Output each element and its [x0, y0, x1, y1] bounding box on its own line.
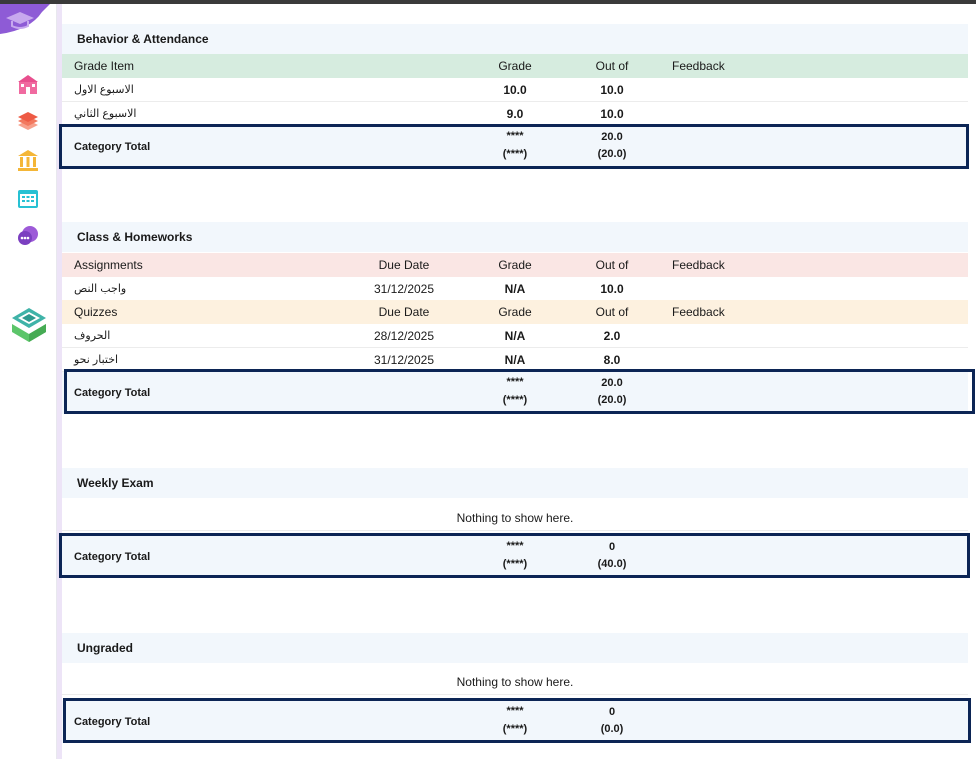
table-row: واجب النص 31/12/2025 N/A 10.0 — [62, 277, 968, 301]
section-title-weekly-exam: Weekly Exam — [62, 468, 968, 498]
grade-item-name: اختبار نحو — [74, 354, 119, 366]
grade-item-name: الاسبوع الاول — [74, 84, 134, 96]
column-header-out-of: Out of — [595, 258, 629, 272]
column-header-grade: Grade — [498, 59, 532, 73]
grade-value: 9.0 — [506, 107, 524, 121]
chat-icon[interactable] — [16, 224, 40, 248]
total-grade: **** — [506, 540, 524, 552]
category-total-row: Category Total **** (****) 0 (0.0) — [62, 701, 968, 743]
sidebar-divider — [57, 4, 62, 759]
out-of-value: 8.0 — [603, 353, 621, 367]
column-header-grade: Grade — [498, 258, 532, 272]
out-of-value: 10.0 — [600, 282, 624, 296]
grade-value: N/A — [504, 353, 526, 367]
table-row: الاسبوع الثاني 9.0 10.0 — [62, 102, 968, 126]
top-bar — [0, 0, 976, 4]
column-header-feedback: Feedback — [672, 258, 725, 272]
grades-main: Behavior & Attendance Grade Item Grade O… — [59, 4, 975, 759]
grade-value: N/A — [504, 329, 526, 343]
calendar-icon[interactable] — [16, 186, 40, 210]
column-header-due-date: Due Date — [378, 258, 430, 272]
column-header-feedback: Feedback — [672, 305, 725, 319]
category-total-label: Category Total — [74, 387, 151, 399]
column-header-due-date: Due Date — [378, 305, 430, 319]
books-icon[interactable] — [16, 110, 40, 134]
table-row: اختبار نحو 31/12/2025 N/A 8.0 — [62, 348, 968, 372]
grade-value: N/A — [504, 282, 526, 296]
grade-item-name: واجب النص — [74, 283, 127, 295]
total-grade-sub: (****) — [502, 148, 528, 160]
category-total-row: Category Total **** (****) 20.0 (20.0) — [62, 126, 968, 168]
total-grade: **** — [506, 705, 524, 717]
brand-logo-icon[interactable] — [8, 304, 50, 348]
total-out-of: 20.0 — [601, 377, 623, 389]
school-icon[interactable] — [16, 72, 40, 96]
empty-state-message: Nothing to show here. — [62, 669, 968, 695]
total-grade-sub: (****) — [502, 558, 528, 570]
due-date-value: 28/12/2025 — [373, 329, 435, 343]
category-total-row: Category Total **** (****) 20.0 (20.0) — [62, 372, 968, 414]
total-out-of-sub: (40.0) — [597, 558, 627, 570]
app-logo-icon[interactable] — [0, 4, 50, 36]
empty-state-message: Nothing to show here. — [62, 505, 968, 531]
table-header-row: Grade Item Grade Out of Feedback — [62, 54, 968, 78]
category-total-label: Category Total — [74, 716, 151, 728]
total-out-of-sub: (20.0) — [597, 394, 627, 406]
total-out-of-sub: (20.0) — [597, 148, 627, 160]
table-row: الاسبوع الاول 10.0 10.0 — [62, 78, 968, 102]
section-title-ungraded: Ungraded — [62, 633, 968, 663]
total-out-of: 0 — [608, 706, 616, 718]
table-row: الحروف 28/12/2025 N/A 2.0 — [62, 324, 968, 348]
category-total-label: Category Total — [74, 551, 151, 563]
grade-item-name: الاسبوع الثاني — [74, 108, 137, 120]
column-header-item: Grade Item — [74, 59, 135, 73]
institution-icon[interactable] — [16, 148, 40, 172]
due-date-value: 31/12/2025 — [373, 353, 435, 367]
due-date-value: 31/12/2025 — [373, 282, 435, 296]
category-total-label: Category Total — [74, 141, 151, 153]
column-header-quizzes: Quizzes — [74, 305, 118, 319]
total-grade: **** — [506, 130, 524, 142]
category-total-row: Category Total **** (****) 0 (40.0) — [62, 536, 968, 578]
out-of-value: 10.0 — [600, 107, 624, 121]
column-header-out-of: Out of — [595, 59, 629, 73]
column-header-grade: Grade — [498, 305, 532, 319]
out-of-value: 2.0 — [603, 329, 621, 343]
column-header-assignments: Assignments — [74, 258, 143, 272]
section-title-class-homeworks: Class & Homeworks — [62, 222, 968, 252]
column-header-feedback: Feedback — [672, 59, 725, 73]
assignments-header-row: Assignments Due Date Grade Out of Feedba… — [62, 253, 968, 277]
total-out-of-sub: (0.0) — [600, 723, 624, 735]
quizzes-header-row: Quizzes Due Date Grade Out of Feedback — [62, 300, 968, 324]
grade-value: 10.0 — [503, 83, 527, 97]
grade-item-name: الحروف — [74, 330, 111, 342]
column-header-out-of: Out of — [595, 305, 629, 319]
total-out-of: 20.0 — [601, 131, 623, 143]
out-of-value: 10.0 — [600, 83, 624, 97]
total-grade-sub: (****) — [502, 394, 528, 406]
total-out-of: 0 — [608, 541, 616, 553]
total-grade: **** — [506, 376, 524, 388]
sidebar — [0, 4, 57, 759]
total-grade-sub: (****) — [502, 723, 528, 735]
section-title-behavior: Behavior & Attendance — [62, 24, 968, 54]
